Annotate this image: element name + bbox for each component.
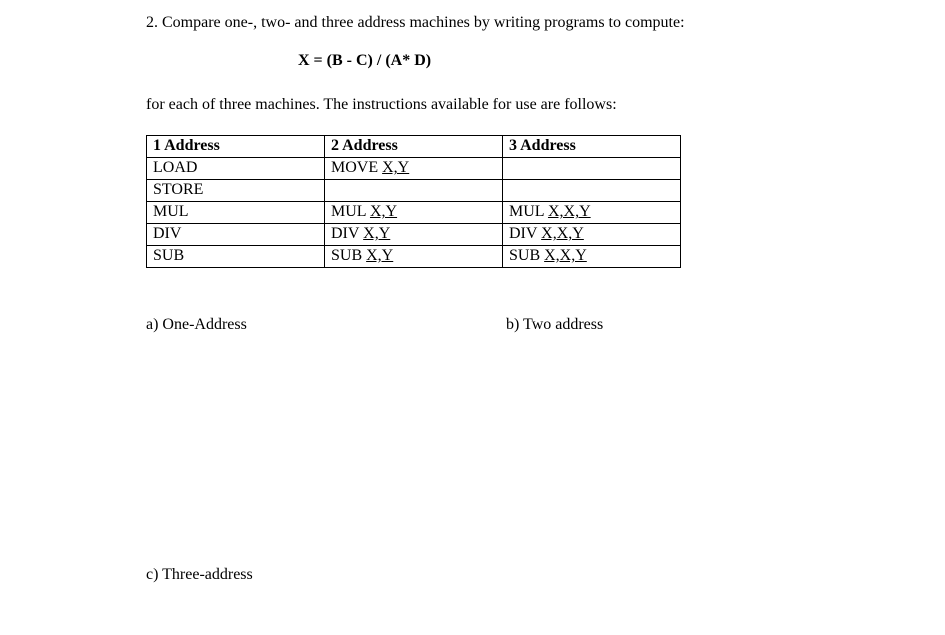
col-header-2: 2 Address bbox=[325, 135, 503, 157]
answer-label-b: b) Two address bbox=[506, 316, 866, 334]
cell-prefix: MUL bbox=[509, 203, 548, 220]
cell: DIV X,X,Y bbox=[503, 223, 681, 245]
cell: MUL bbox=[147, 201, 325, 223]
cell-prefix: SUB bbox=[331, 247, 366, 264]
cell: SUB X,X,Y bbox=[503, 245, 681, 267]
table-header-row: 1 Address 2 Address 3 Address bbox=[147, 135, 681, 157]
cell: STORE bbox=[147, 179, 325, 201]
cell-link: X,Y bbox=[363, 225, 390, 242]
table-row: SUB SUB X,Y SUB X,X,Y bbox=[147, 245, 681, 267]
cell-link: X,Y bbox=[366, 247, 393, 264]
table-row: DIV DIV X,Y DIV X,X,Y bbox=[147, 223, 681, 245]
cell-prefix: MUL bbox=[331, 203, 370, 220]
cell: SUB X,Y bbox=[325, 245, 503, 267]
answer-col-b: b) Two address bbox=[506, 316, 866, 334]
cell-link: X,X,Y bbox=[541, 225, 584, 242]
question-text-1: Compare one-, two- and three address mac… bbox=[162, 14, 685, 31]
table-row: LOAD MOVE X,Y bbox=[147, 157, 681, 179]
cell: DIV X,Y bbox=[325, 223, 503, 245]
table-row: MUL MUL X,Y MUL X,X,Y bbox=[147, 201, 681, 223]
cell bbox=[325, 179, 503, 201]
cell-prefix: MOVE bbox=[331, 159, 382, 176]
instruction-table: 1 Address 2 Address 3 Address LOAD MOVE … bbox=[146, 135, 681, 268]
cell: MUL X,Y bbox=[325, 201, 503, 223]
cell bbox=[503, 179, 681, 201]
answer-label-c: c) Three-address bbox=[146, 566, 945, 584]
cell: MUL X,X,Y bbox=[503, 201, 681, 223]
answers-row: a) One-Address b) Two address bbox=[146, 316, 945, 334]
cell-link: X,X,Y bbox=[544, 247, 587, 264]
question-text-2: for each of three machines. The instruct… bbox=[146, 94, 945, 116]
cell-link: X,Y bbox=[382, 159, 409, 176]
cell: DIV bbox=[147, 223, 325, 245]
cell bbox=[503, 157, 681, 179]
col-header-1: 1 Address bbox=[147, 135, 325, 157]
cell-prefix: DIV bbox=[331, 225, 363, 242]
answer-label-a: a) One-Address bbox=[146, 316, 506, 334]
equation: X = (B - C) / (A* D) bbox=[146, 52, 945, 70]
answer-col-a: a) One-Address bbox=[146, 316, 506, 334]
col-header-3: 3 Address bbox=[503, 135, 681, 157]
cell: SUB bbox=[147, 245, 325, 267]
cell-prefix: SUB bbox=[509, 247, 544, 264]
question-prompt-1: 2. Compare one-, two- and three address … bbox=[146, 12, 945, 34]
cell: LOAD bbox=[147, 157, 325, 179]
page-content: 2. Compare one-, two- and three address … bbox=[0, 0, 945, 584]
cell: MOVE X,Y bbox=[325, 157, 503, 179]
cell-link: X,X,Y bbox=[548, 203, 591, 220]
cell-link: X,Y bbox=[370, 203, 397, 220]
table-row: STORE bbox=[147, 179, 681, 201]
cell-prefix: DIV bbox=[509, 225, 541, 242]
question-number: 2. bbox=[146, 14, 158, 31]
